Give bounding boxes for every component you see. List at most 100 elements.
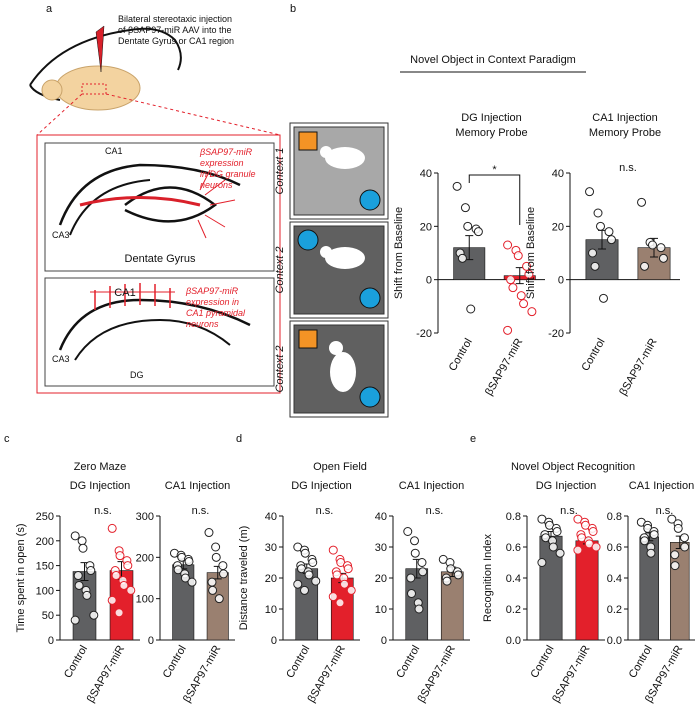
y-tick-label: 40	[420, 168, 432, 180]
data-point	[673, 523, 683, 533]
data-point	[74, 580, 84, 590]
y-tick-label: 10	[265, 604, 277, 616]
x-tick-label: Control	[161, 644, 189, 681]
data-point	[503, 240, 513, 250]
data-point	[588, 248, 598, 258]
data-point	[442, 576, 452, 586]
data-point	[573, 545, 583, 555]
data-point	[300, 548, 310, 558]
data-point	[658, 253, 668, 263]
x-tick-label: βSAP97-miR	[550, 643, 592, 704]
context-label: Context 2	[274, 246, 286, 293]
annotation: *	[492, 164, 497, 176]
data-point	[78, 543, 88, 553]
data-point	[593, 208, 603, 218]
data-point	[590, 261, 600, 271]
y-tick-label: 0.6	[506, 542, 521, 554]
expression-text: in DG granule	[200, 169, 256, 179]
data-point	[293, 579, 303, 589]
y-tick-label: 0.0	[506, 635, 521, 647]
expression-text: βSAP97-miR	[185, 286, 239, 296]
data-point	[406, 573, 416, 583]
annotation: n.s.	[94, 505, 112, 517]
data-point	[670, 561, 680, 571]
y-axis-label: Distance traveled (m)	[238, 526, 250, 631]
data-point	[656, 243, 666, 253]
data-point	[537, 558, 547, 567]
data-point	[457, 253, 467, 263]
data-point	[82, 590, 92, 600]
data-point	[548, 542, 558, 552]
y-tick-label: 300	[136, 511, 154, 523]
annotation: n.s.	[560, 505, 578, 517]
data-point	[506, 275, 516, 285]
y-tick-label: 0.8	[506, 511, 521, 523]
data-point	[463, 221, 473, 231]
schematic-text: Bilateral stereotaxic injection of βSAP9…	[52, 14, 256, 380]
data-point	[452, 181, 462, 191]
annotation: n.s.	[192, 505, 210, 517]
expression-text: expression in	[186, 297, 239, 307]
data-point	[640, 261, 650, 271]
chart-subtitle: Memory Probe	[589, 127, 661, 139]
region-label: CA3	[52, 230, 70, 240]
data-point	[407, 589, 417, 598]
expression-text: neurons	[186, 319, 219, 329]
panel-label: d	[236, 433, 242, 445]
data-point	[107, 595, 117, 605]
y-tick-label: 250	[36, 511, 54, 523]
panel-label: e	[470, 433, 476, 445]
data-point	[211, 542, 221, 552]
bar	[575, 540, 599, 641]
data-point	[637, 197, 647, 207]
y-tick-label: 0	[426, 275, 432, 287]
x-tick-label: Control	[447, 337, 475, 374]
data-point	[585, 187, 595, 197]
y-axis-label: Shift from Baseline	[393, 207, 405, 299]
data-point	[508, 283, 518, 293]
x-tick-label: βSAP97-miR	[416, 643, 458, 704]
x-tick-label: Control	[284, 644, 312, 681]
injection-text: Dentate Gyrus or CA1 region	[118, 36, 234, 46]
data-point	[339, 579, 349, 589]
chart-title: CA1 Injection	[629, 480, 694, 492]
data-point	[115, 551, 125, 561]
y-tick-label: 100	[36, 585, 54, 597]
data-point	[649, 530, 659, 540]
y-tick-label: 100	[136, 594, 154, 606]
data-point	[453, 570, 463, 580]
x-tick-label: βSAP97-miR	[306, 643, 348, 704]
expression-text: expression	[200, 158, 244, 168]
y-tick-label: 0.2	[506, 604, 521, 616]
data-point	[328, 592, 338, 602]
y-tick-label: 40	[552, 168, 564, 180]
y-tick-label: 0.0	[607, 635, 622, 647]
data-point	[86, 566, 96, 576]
y-tick-label: 200	[36, 536, 54, 548]
injection-text: of βSAP97-miR AAV into the	[118, 25, 232, 35]
x-tick-label: Control	[579, 337, 607, 374]
data-point	[208, 585, 218, 595]
data-point	[522, 261, 532, 271]
data-point	[187, 577, 197, 587]
significance-bracket	[468, 174, 521, 225]
y-tick-label: 30	[375, 542, 387, 554]
y-tick-label: 20	[375, 573, 387, 585]
chart-title: DG Injection	[461, 112, 522, 124]
y-tick-label: 40	[375, 511, 387, 523]
data-point	[219, 569, 229, 579]
data-point	[107, 523, 117, 533]
region-label: DG	[130, 370, 144, 380]
data-point	[527, 307, 537, 317]
y-tick-label: 10	[375, 604, 387, 616]
region-label: CA3	[52, 354, 70, 364]
group-title: Novel Object in Context Paradigm	[410, 54, 576, 66]
data-point	[524, 269, 534, 279]
context-label: Context 1	[274, 147, 286, 194]
chart-title: DG Injection	[70, 480, 131, 492]
data-point	[513, 251, 523, 261]
y-tick-label: 0.4	[607, 573, 622, 585]
data-point	[308, 558, 318, 567]
data-point	[646, 548, 656, 558]
data-point	[460, 203, 470, 213]
